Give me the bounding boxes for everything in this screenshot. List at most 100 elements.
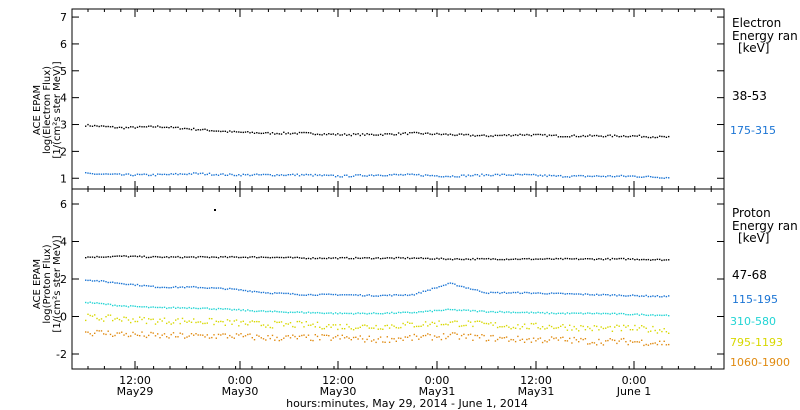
data-point (451, 321, 454, 323)
data-point (445, 337, 447, 340)
data-point (602, 344, 605, 346)
data-point (456, 176, 458, 178)
data-point (463, 286, 465, 288)
data-point (184, 337, 186, 339)
data-point (487, 257, 490, 260)
data-point (406, 256, 409, 259)
data-point (348, 326, 350, 328)
data-point (262, 256, 265, 258)
data-point (161, 173, 163, 176)
data-point (332, 324, 334, 326)
data-point (184, 287, 186, 289)
data-point (490, 135, 492, 137)
data-point (663, 295, 665, 297)
data-point (343, 174, 346, 176)
data-point (562, 292, 564, 295)
data-point (357, 174, 359, 176)
data-point (238, 174, 240, 176)
data-point (607, 339, 609, 342)
data-point (316, 311, 319, 314)
data-point (220, 256, 222, 258)
data-point (440, 176, 443, 178)
data-point (566, 312, 569, 314)
data-point (222, 256, 224, 258)
data-point (535, 340, 537, 342)
data-point (289, 256, 292, 258)
data-point (121, 320, 123, 322)
data-point (539, 337, 542, 339)
data-point (292, 292, 294, 295)
data-point (193, 285, 195, 288)
data-point (181, 286, 184, 288)
data-point (638, 259, 641, 261)
data-point (175, 256, 177, 258)
data-point (312, 339, 314, 342)
data-point (240, 333, 242, 335)
data-point (240, 175, 242, 177)
data-point (431, 133, 433, 136)
data-point (503, 291, 506, 293)
data-point (548, 134, 551, 136)
data-point (143, 317, 145, 319)
data-point (296, 256, 298, 258)
data-point (650, 330, 652, 332)
data-point (609, 175, 611, 177)
legend-115-195: 115-195 (732, 293, 778, 306)
data-point (582, 258, 584, 260)
data-point (186, 127, 188, 130)
data-point (429, 323, 431, 326)
data-point (238, 325, 240, 327)
data-point (256, 257, 258, 259)
data-point (366, 175, 368, 177)
data-point (578, 330, 580, 332)
data-point (386, 324, 388, 327)
data-point (415, 293, 418, 295)
data-point (87, 279, 89, 282)
data-point (312, 257, 314, 259)
data-point (172, 322, 175, 324)
data-point (546, 341, 548, 343)
data-point (548, 324, 551, 327)
data-point (208, 337, 211, 339)
data-point (373, 295, 375, 297)
data-point (103, 333, 105, 335)
data-point (440, 338, 443, 341)
data-point (364, 312, 366, 315)
data-point (328, 312, 330, 314)
data-point (283, 174, 285, 177)
data-point (519, 311, 521, 314)
proton-ytick-label: 6 (60, 198, 67, 211)
data-point (334, 324, 337, 326)
data-point (114, 173, 116, 175)
data-point (584, 338, 587, 340)
data-point (150, 174, 152, 177)
data-point (305, 321, 307, 323)
data-point (523, 291, 526, 294)
data-point (478, 175, 481, 177)
data-point (424, 321, 427, 323)
data-point (168, 256, 170, 259)
electron-series-38-53 (85, 123, 670, 139)
data-point (620, 294, 623, 297)
data-point (130, 255, 132, 257)
data-point (541, 134, 544, 136)
data-point (141, 173, 143, 176)
data-point (136, 255, 139, 258)
data-point (87, 123, 89, 126)
data-point (517, 258, 519, 261)
data-point (656, 314, 659, 316)
data-point (247, 324, 249, 326)
data-point (130, 321, 132, 324)
data-point (490, 322, 492, 324)
data-point (406, 294, 409, 297)
data-point (483, 258, 485, 260)
data-point (440, 133, 443, 136)
data-point (638, 295, 641, 298)
electron-y-label: ACE EPAM log(Electron Flux) [1/(cm²s ste… (32, 61, 63, 158)
data-point (593, 325, 596, 327)
data-point (400, 326, 402, 329)
data-point (132, 305, 134, 307)
data-point (460, 325, 463, 327)
x-tick-time: 0:00 (622, 374, 647, 387)
data-point (656, 295, 659, 297)
